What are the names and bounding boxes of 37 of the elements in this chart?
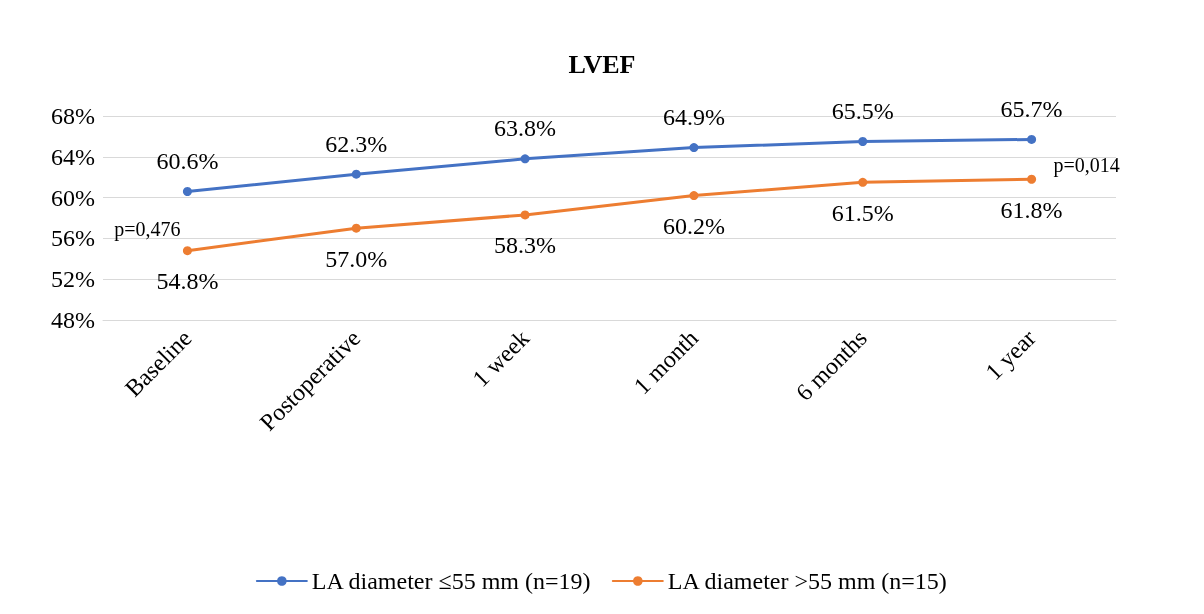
y-tick-label: 60% (51, 184, 95, 211)
point (182, 246, 192, 256)
data-label: 60.6% (156, 147, 219, 174)
annotation: p=0,014 (1053, 154, 1120, 178)
data-label: 57.0% (325, 245, 388, 272)
y-tick-label: 68% (51, 103, 95, 129)
x-tick-label: 1 year (980, 324, 1041, 386)
point (858, 137, 868, 146)
y-tick-label: 48% (51, 307, 95, 333)
data-label: 60.2% (662, 213, 725, 240)
point (520, 154, 530, 164)
data-label: 65.5% (831, 98, 894, 124)
data-label: 61.5% (831, 199, 894, 226)
data-label: 62.3% (325, 130, 388, 157)
data-label: 58.3% (494, 232, 557, 259)
chart-title: LVEF (568, 49, 636, 79)
y-tick-label: 52% (51, 266, 95, 293)
point (351, 169, 361, 179)
point (1027, 134, 1037, 144)
point (182, 186, 192, 196)
y-tick-label: 56% (51, 225, 95, 252)
data-label: 63.8% (494, 115, 557, 142)
point (689, 143, 699, 153)
point (351, 223, 361, 233)
annotation: p=0,476 (114, 217, 181, 241)
x-tick-label: 1 week (467, 324, 535, 392)
data-label: 65.7% (1000, 95, 1063, 122)
y-tick-label: 64% (51, 143, 95, 170)
legend-label: LA diameter >55 mm (n=15) (667, 568, 947, 594)
data-label: 54.8% (156, 268, 219, 295)
legend-label: LA diameter ≤55 mm (n=19) (311, 568, 591, 594)
point (1027, 174, 1037, 184)
point (858, 177, 868, 187)
data-label: 61.8% (1000, 196, 1063, 223)
point (520, 210, 530, 220)
data-label: 64.9% (662, 104, 725, 131)
point (689, 191, 699, 201)
